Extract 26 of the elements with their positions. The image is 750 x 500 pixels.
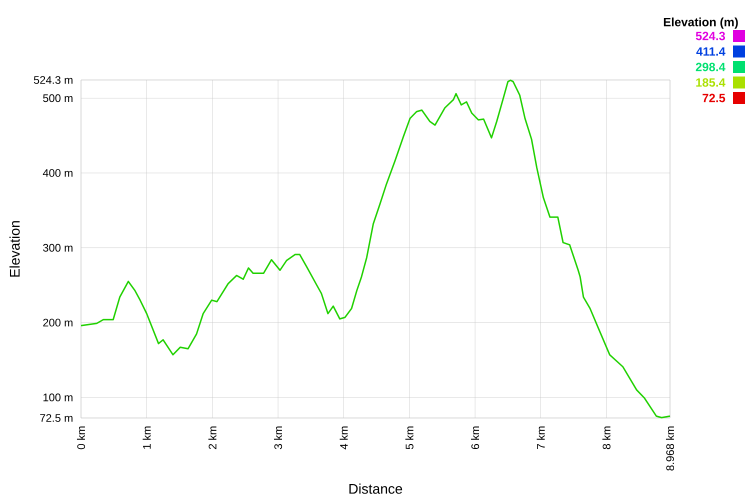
x-tick-label: 8 km [602, 426, 610, 450]
x-tick-label: 8.968 km [666, 426, 674, 471]
color-bar-label: 185.4 [696, 78, 726, 87]
y-tick-label: 500 m [43, 94, 72, 102]
y-tick-label: 200 m [43, 318, 72, 326]
color-bar-label: 411.4 [696, 47, 726, 56]
x-tick-label: 7 km [536, 426, 545, 450]
y-tick-label: 100 m [43, 394, 72, 402]
y-axis-title: Elevation [9, 221, 20, 277]
x-tick-label: 3 km [274, 426, 282, 450]
x-tick-label: 4 km [340, 426, 348, 450]
line-series [80, 79, 671, 418]
x-axis-title: Distance [349, 484, 402, 494]
x-tick-label: 6 km [471, 426, 480, 450]
y-tick-label: 300 m [43, 244, 72, 252]
color-bar-title: Elevation (m) [664, 18, 738, 29]
y-tick-label: 400 m [42, 169, 72, 177]
color-bar-label: 524.3 [696, 32, 726, 40]
color-bar-label: 72.5 [702, 94, 726, 102]
x-tick-label: 0 km [76, 426, 86, 450]
y-tick-label: 524.3 m [34, 76, 72, 84]
y-tick-label: 72.5 m [40, 414, 72, 422]
color-bar-label: 298.4 [696, 62, 726, 72]
x-tick-label: 5 km [405, 426, 414, 450]
x-tick-label: 1 km [142, 426, 151, 449]
x-tick-label: 2 km [208, 426, 216, 450]
